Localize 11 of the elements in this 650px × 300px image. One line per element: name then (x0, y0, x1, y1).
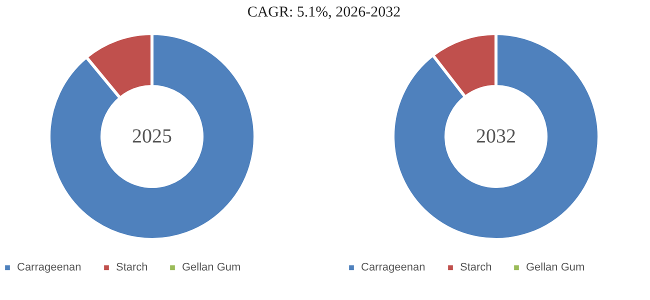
donut-slice (392, 32, 600, 241)
text: 2032 (476, 126, 516, 148)
donut-slice (48, 32, 256, 241)
legend-label: Gellan Gum (526, 262, 585, 274)
text: CAGR: 5.1%, 2026-2032 (247, 4, 401, 20)
legend-label: Starch (460, 262, 492, 274)
legend-label: Starch (116, 262, 148, 274)
legend-label: Carrageenan (361, 262, 426, 274)
legend-label: Carrageenan (17, 262, 82, 274)
legend-label: Gellan Gum (182, 262, 241, 274)
text: 2025 (132, 126, 172, 148)
